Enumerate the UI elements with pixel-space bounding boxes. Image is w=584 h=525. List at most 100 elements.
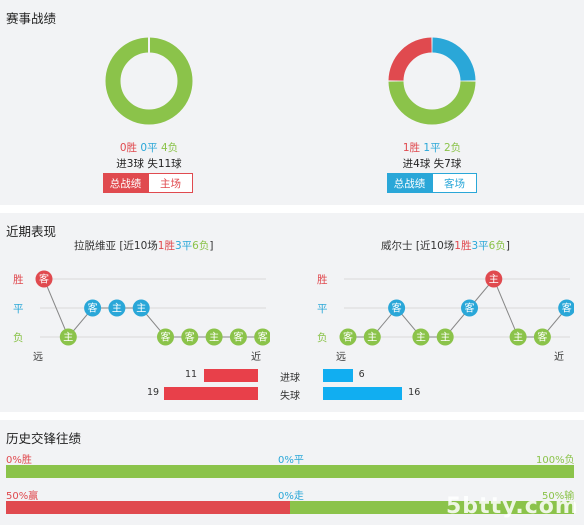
right-record-donut — [388, 37, 476, 125]
left-recent-match-point[interactable] — [84, 299, 102, 317]
left-recent-suffix: ] — [209, 240, 214, 252]
history-row1-loss-bar — [6, 465, 574, 478]
left-recent-trend-line — [43, 278, 263, 338]
history-row2-loss-bar — [290, 501, 574, 514]
right-ylabel-loss: 负 — [317, 332, 328, 344]
goals-for-label: 进球 — [280, 373, 300, 384]
right-recent-match-point[interactable] — [363, 328, 381, 346]
right-recent-loss: 6负 — [488, 240, 506, 252]
right-trend-chart: 客主客主 主客主主 客客 — [339, 270, 574, 346]
right-draw-count: 1平 — [423, 142, 441, 154]
left-goals-for-value: 11 — [185, 369, 198, 380]
left-ylabel-loss: 负 — [13, 332, 24, 344]
recent-panel: 近期表现 拉脱维亚 [近10场1胜3平6负] 威尔士 [近10场1胜3平6负] … — [0, 213, 584, 412]
left-recent-match-venue: 主 — [63, 332, 73, 344]
left-recent-match-venue: 客 — [258, 331, 268, 344]
left-tab-overall[interactable]: 总战绩 — [103, 173, 148, 193]
right-record-counts: 1胜 1平 2负 — [383, 140, 481, 155]
right-recent-match-point[interactable] — [412, 328, 430, 346]
right-recent-prefix: [近10场 — [412, 240, 455, 252]
left-recent-match-venue: 客 — [88, 302, 98, 315]
left-far-label: 远 — [33, 352, 43, 363]
right-donut-slice-win — [388, 37, 433, 82]
history-row1-right: 100%负 — [536, 455, 575, 466]
right-recent-match-point[interactable] — [485, 270, 503, 288]
right-recent-win: 1胜 — [454, 240, 472, 252]
record-panel: 赛事战绩 0胜 0平 4负 进3球 失11球 总战绩 主场 1胜 1平 2负 进… — [0, 0, 584, 205]
goals-against-label: 失球 — [280, 391, 300, 402]
right-goals-against-bar — [323, 387, 403, 400]
left-donut-slice-loss — [105, 37, 193, 125]
left-loss-count: 4负 — [160, 142, 179, 154]
left-goals-against-value: 19 — [147, 387, 160, 398]
left-win-count: 0胜 — [119, 142, 138, 154]
left-near-label: 近 — [251, 352, 261, 363]
left-tab-home[interactable]: 主场 — [148, 173, 193, 193]
right-recent-match-venue: 主 — [367, 332, 377, 344]
right-tab-overall[interactable]: 总战绩 — [387, 173, 432, 193]
left-recent-match-venue: 主 — [209, 332, 219, 344]
section-title-history: 历史交锋往绩 — [6, 431, 82, 446]
right-donut-slice-draw — [431, 37, 476, 82]
left-recent-win: 1胜 — [157, 240, 175, 252]
right-recent-match-point[interactable] — [436, 328, 454, 346]
left-draw-count: 0平 — [140, 142, 158, 154]
left-recent-draw: 3平 — [174, 240, 193, 252]
section-title-record: 赛事战绩 — [6, 11, 57, 26]
history-panel: 历史交锋往绩 0%胜 0%平 100%负 50%赢 0%走 50%输 5btty… — [0, 420, 584, 525]
left-goals-against-bar — [164, 387, 258, 400]
right-recent-match-point[interactable] — [339, 328, 357, 346]
right-ylabel-win: 胜 — [317, 274, 328, 286]
left-recent-match-point[interactable] — [108, 299, 126, 317]
history-row2-win-bar — [6, 501, 290, 514]
right-goals-against-value: 16 — [408, 387, 421, 398]
left-recent-match-point[interactable] — [181, 328, 199, 346]
left-recent-match-point[interactable] — [132, 299, 150, 317]
right-tab-away[interactable]: 客场 — [432, 173, 477, 193]
left-recent-match-venue: 客 — [185, 331, 195, 344]
history-row1-left: 0%胜 — [6, 455, 32, 466]
right-recent-match-point[interactable] — [533, 328, 551, 346]
right-recent-match-venue: 客 — [537, 331, 547, 344]
left-recent-prefix: [近10场 — [116, 240, 158, 252]
left-recent-match-point[interactable] — [59, 328, 77, 346]
right-recent-match-venue: 主 — [489, 274, 499, 286]
right-recent-match-venue: 客 — [465, 302, 475, 315]
left-recent-match-venue: 客 — [161, 331, 171, 344]
left-goals-summary: 进3球 失11球 — [116, 158, 182, 170]
right-donut-slice-loss — [388, 80, 476, 125]
right-recent-match-point[interactable] — [388, 299, 406, 317]
right-recent-match-point[interactable] — [558, 299, 574, 317]
right-goals-summary: 进4球 失7球 — [402, 158, 462, 170]
right-recent-header: 威尔士 [近10场1胜3平6负] — [381, 238, 510, 253]
right-far-label: 远 — [336, 352, 346, 363]
history-row2-mid: 0%走 — [278, 491, 304, 502]
left-recent-match-point[interactable] — [157, 328, 174, 346]
right-ylabel-draw: 平 — [317, 303, 328, 315]
section-title-recent: 近期表现 — [6, 224, 57, 239]
right-recent-match-venue: 客 — [343, 331, 353, 344]
right-goals-for-bar — [323, 369, 353, 382]
right-recent-match-venue: 客 — [392, 302, 402, 315]
left-recent-match-point[interactable] — [254, 328, 270, 346]
left-recent-match-point[interactable] — [35, 270, 53, 288]
history-row2-left: 50%赢 — [6, 491, 39, 502]
right-recent-trend-line — [348, 278, 568, 338]
right-recent-match-point[interactable] — [461, 299, 478, 317]
left-recent-loss: 6负 — [192, 240, 210, 252]
right-team-name: 威尔士 — [381, 240, 413, 252]
history-row2-right: 50%输 — [542, 491, 575, 502]
left-goals-for-bar — [203, 369, 258, 382]
right-near-label: 近 — [554, 352, 564, 363]
left-ylabel-win: 胜 — [13, 274, 24, 286]
left-record-donut — [105, 37, 193, 125]
left-team-name: 拉脱维亚 — [74, 240, 116, 252]
right-goals-for-value: 6 — [358, 369, 365, 380]
left-recent-match-venue: 主 — [136, 303, 146, 315]
left-recent-match-venue: 客 — [39, 273, 49, 286]
left-recent-match-point[interactable] — [205, 328, 223, 346]
left-trend-chart: 客主客主主客客主客客 — [35, 270, 270, 346]
left-recent-match-point[interactable] — [229, 328, 247, 346]
right-recent-match-point[interactable] — [509, 328, 527, 346]
history-row1-mid: 0%平 — [278, 455, 304, 466]
